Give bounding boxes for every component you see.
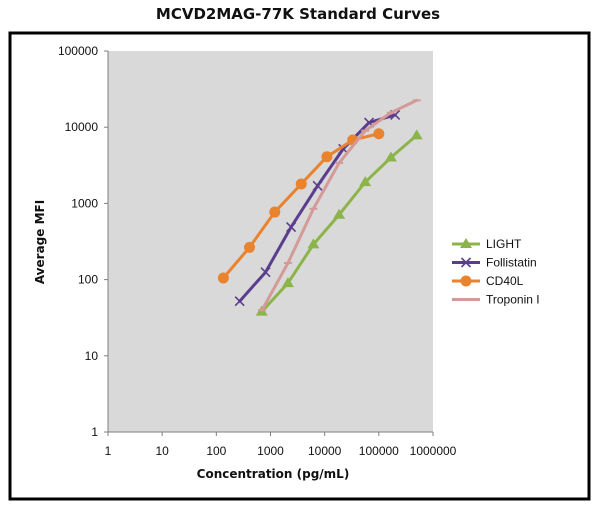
plot-area	[108, 51, 433, 432]
y-tick-label: 10	[85, 349, 99, 363]
data-point-stroke	[390, 109, 401, 120]
axes: 1 10 100 1000 10000 100000 1 10 100 1000 10000 1000…	[58, 44, 457, 458]
series-layer	[217, 98, 423, 316]
data-point-stroke	[460, 257, 472, 268]
y-tick-label: 1000	[71, 196, 98, 210]
y-axis-label: Average MFI	[33, 200, 47, 284]
x-tick-label: 10000	[308, 444, 342, 458]
chart-title: MCVD2MAG-77K Standard Curves	[156, 5, 440, 23]
x-tick-label: 1000	[257, 444, 284, 458]
x-tick-label: 100000	[359, 444, 399, 458]
y-tick-label: 1	[91, 425, 98, 439]
data-point-stroke	[312, 180, 323, 191]
data-point	[333, 208, 346, 219]
x-tick-label: 10	[155, 444, 169, 458]
legend-entry: LIGHT	[452, 237, 522, 251]
series-troponin-i	[258, 98, 421, 312]
data-point	[244, 241, 256, 253]
x-tick-label: 100	[206, 444, 226, 458]
x-axis-label: Concentration (pg/mL)	[197, 467, 350, 481]
data-point	[460, 275, 472, 287]
legend-entry: Follistatin	[452, 256, 537, 270]
series-cd40l	[217, 128, 385, 284]
data-point	[359, 176, 372, 187]
legend-entry: CD40L	[452, 274, 524, 288]
data-point	[295, 178, 307, 190]
data-point	[410, 129, 423, 140]
data-point-stroke	[234, 296, 245, 307]
data-point	[234, 296, 245, 307]
legend-entry: Troponin I	[452, 293, 540, 307]
data-point	[281, 277, 294, 288]
data-point-stroke	[363, 117, 375, 128]
legend-label: Troponin I	[486, 293, 540, 307]
legend-label: Follistatin	[486, 256, 537, 270]
data-point	[384, 151, 397, 162]
data-point	[307, 238, 320, 249]
series-light	[255, 129, 423, 316]
data-point	[217, 272, 229, 284]
data-point	[286, 221, 297, 233]
data-point	[312, 180, 323, 191]
data-point	[260, 267, 271, 278]
data-point-stroke	[286, 221, 297, 233]
legend: LIGHT Follistatin CD40L Troponin I	[452, 237, 540, 307]
y-tick-label: 100000	[58, 44, 98, 58]
data-point-stroke	[260, 267, 271, 278]
x-tick-label: 1000000	[410, 444, 457, 458]
data-point	[269, 206, 281, 218]
legend-label: LIGHT	[486, 237, 522, 251]
y-tick-label: 100	[78, 273, 98, 287]
data-point	[460, 238, 472, 248]
data-point	[373, 128, 385, 140]
y-tick-label: 10000	[65, 120, 99, 134]
data-point	[460, 257, 472, 268]
data-point	[321, 151, 333, 163]
x-tick-label: 1	[105, 444, 112, 458]
legend-label: CD40L	[486, 274, 524, 288]
